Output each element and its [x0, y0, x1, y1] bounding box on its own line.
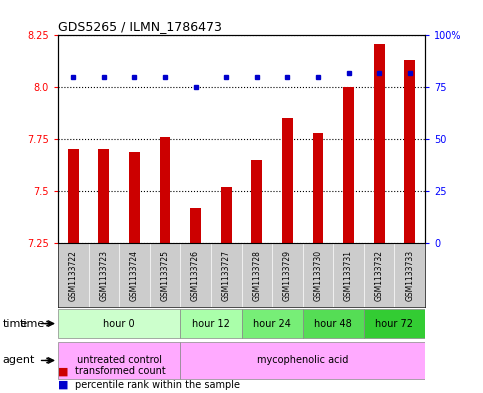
Bar — [364, 309, 425, 338]
Bar — [252, 160, 262, 243]
Text: GSM1133733: GSM1133733 — [405, 250, 414, 301]
Text: GSM1133727: GSM1133727 — [222, 250, 231, 301]
Text: GSM1133730: GSM1133730 — [313, 250, 323, 301]
Text: ■: ■ — [58, 366, 69, 376]
Bar — [129, 152, 140, 243]
Text: GSM1133723: GSM1133723 — [99, 250, 108, 301]
Bar — [303, 309, 364, 338]
Bar — [374, 44, 384, 243]
Text: transformed count: transformed count — [75, 366, 166, 376]
Text: GDS5265 / ILMN_1786473: GDS5265 / ILMN_1786473 — [58, 20, 222, 33]
Bar — [160, 137, 170, 243]
Text: GSM1133728: GSM1133728 — [252, 250, 261, 301]
Text: GSM1133726: GSM1133726 — [191, 250, 200, 301]
Text: untreated control: untreated control — [77, 355, 162, 365]
Text: GSM1133722: GSM1133722 — [69, 250, 78, 301]
Text: hour 48: hour 48 — [314, 319, 352, 329]
Text: hour 12: hour 12 — [192, 319, 230, 329]
Text: GSM1133729: GSM1133729 — [283, 250, 292, 301]
Bar — [282, 118, 293, 243]
Bar — [58, 309, 180, 338]
Text: hour 24: hour 24 — [253, 319, 291, 329]
Text: hour 0: hour 0 — [103, 319, 135, 329]
Bar — [221, 187, 231, 243]
Bar — [68, 149, 79, 243]
Bar — [313, 133, 323, 243]
Text: percentile rank within the sample: percentile rank within the sample — [75, 380, 240, 390]
Bar — [58, 342, 180, 379]
Bar — [180, 342, 425, 379]
Text: agent: agent — [2, 355, 35, 365]
Bar — [343, 87, 354, 243]
Text: mycophenolic acid: mycophenolic acid — [257, 355, 348, 365]
Text: time: time — [2, 319, 28, 329]
Text: GSM1133725: GSM1133725 — [160, 250, 170, 301]
Bar — [242, 309, 303, 338]
Text: GSM1133732: GSM1133732 — [375, 250, 384, 301]
Text: ■: ■ — [58, 380, 69, 390]
Text: time: time — [19, 319, 44, 329]
Text: GSM1133731: GSM1133731 — [344, 250, 353, 301]
Bar — [180, 309, 242, 338]
Text: hour 72: hour 72 — [375, 319, 413, 329]
Text: GSM1133724: GSM1133724 — [130, 250, 139, 301]
Bar — [404, 60, 415, 243]
Bar — [99, 149, 109, 243]
Bar — [190, 208, 201, 243]
